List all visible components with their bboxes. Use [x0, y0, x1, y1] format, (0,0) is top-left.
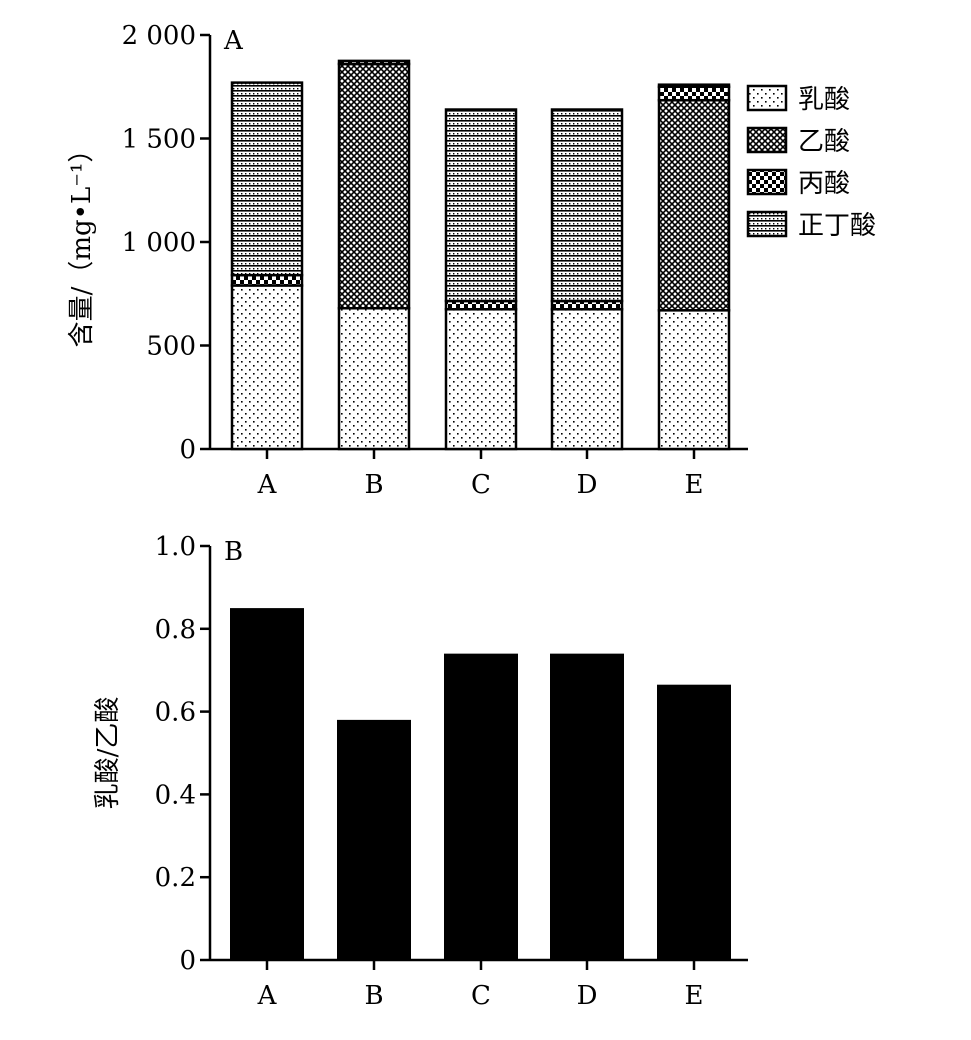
chart-a-x-tick-label: C: [471, 470, 491, 500]
chart-a-bar-segment: [657, 98, 731, 312]
chart-b-bar: [444, 653, 518, 960]
chart-a-bar-segment: [444, 308, 518, 451]
chart-b-bar: [657, 684, 731, 960]
chart-a-bar-segment: [230, 273, 304, 287]
chart-a-bar-segment: [337, 59, 411, 66]
chart-b-bar: [550, 653, 624, 960]
legend-swatch: [746, 168, 788, 196]
chart-a-bar-segment: [550, 108, 624, 303]
chart-a-y-tick-label: 0: [179, 435, 196, 465]
chart-a-y-axis-label: 含量/（mg•L⁻¹）: [67, 137, 97, 348]
chart-a-bar-segment: [337, 306, 411, 451]
chart-a-x-tick-label: B: [364, 470, 383, 500]
chart-a-x-tick-label: A: [257, 470, 278, 500]
legend-swatch: [746, 210, 788, 238]
chart-b-x-tick-label: E: [685, 981, 704, 1011]
chart-a-x-tick-label: D: [577, 470, 598, 500]
chart-b-x-tick-label: D: [577, 981, 598, 1011]
chart-b-y-tick-label: 1.0: [155, 532, 196, 562]
chart-a-x-tick-label: E: [685, 470, 704, 500]
chart-b-y-tick-label: 0.8: [155, 615, 196, 645]
chart-b-x-tick-label: A: [257, 981, 278, 1011]
chart-b-y-tick-label: 0: [179, 946, 196, 976]
chart-a-y-tick-label: 1 000: [122, 228, 196, 258]
chart-panel-a: 0 500 1 000 1 500 2 000 A 含量/（mg•L⁻¹） A B C D E 乳酸乙酸…: [67, 21, 876, 500]
chart-b-x-tick-label: B: [364, 981, 383, 1011]
chart-a-bar-segment: [337, 62, 411, 310]
legend-swatch: [746, 126, 788, 154]
chart-b-y-tick-label: 0.6: [155, 698, 196, 728]
legend-label: 乳酸: [798, 85, 850, 115]
chart-a-bar-segment: [657, 85, 731, 102]
chart-b-panel-label: B: [224, 537, 243, 567]
legend-label: 正丁酸: [798, 211, 876, 241]
legend-swatch: [746, 84, 788, 112]
chart-a-y-tick-label: 2 000: [122, 21, 196, 51]
chart-b-y-axis-label: 乳酸/乙酸: [93, 697, 123, 810]
chart-a-bar-segment: [230, 81, 304, 277]
chart-a-bar-segment: [444, 108, 518, 303]
chart-b-x-tick-label: C: [471, 981, 491, 1011]
legend-label: 丙酸: [798, 169, 850, 199]
chart-a-y-tick-label: 1 500: [122, 125, 196, 155]
chart-a-bar-segment: [657, 83, 731, 89]
chart-b-bar: [337, 719, 411, 960]
chart-a-bar-segment: [230, 284, 304, 451]
chart-b-bar: [230, 608, 304, 960]
legend-label: 乙酸: [798, 127, 850, 157]
chart-a-bar-segment: [657, 309, 731, 451]
chart-a-panel-label: A: [223, 26, 244, 56]
chart-a-y-tick-label: 500: [146, 332, 196, 362]
chart-b-y-tick-label: 0.4: [155, 780, 196, 810]
chart-a-bar-segment: [550, 308, 624, 451]
chart-panel-b: 0 0.2 0.4 0.6 0.8 1.0 B 乳酸/乙酸 A B C D E: [93, 532, 748, 1011]
chart-b-y-tick-label: 0.2: [155, 863, 196, 893]
